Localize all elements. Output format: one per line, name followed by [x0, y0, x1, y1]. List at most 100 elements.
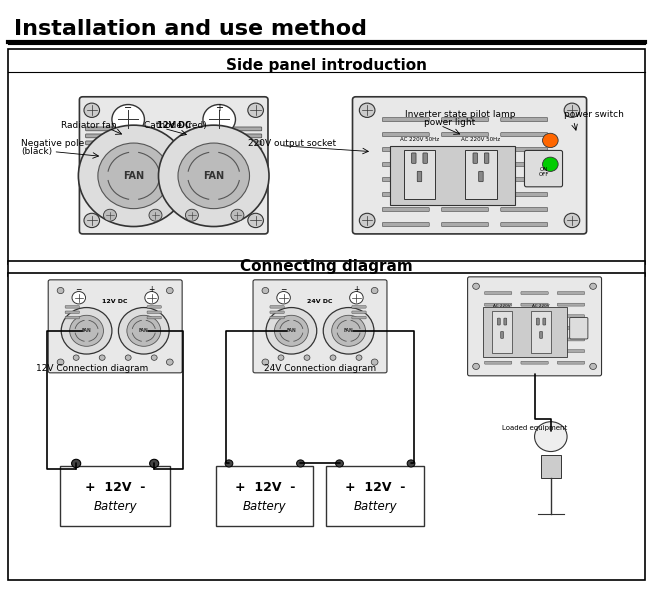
FancyBboxPatch shape — [353, 97, 586, 234]
Circle shape — [125, 355, 131, 361]
Circle shape — [535, 422, 567, 452]
FancyBboxPatch shape — [521, 303, 549, 306]
Circle shape — [78, 125, 189, 226]
Circle shape — [72, 459, 81, 468]
Circle shape — [296, 460, 304, 467]
Circle shape — [185, 209, 199, 221]
Text: FAN: FAN — [123, 171, 144, 181]
Text: +  12V  -: + 12V - — [85, 481, 146, 494]
FancyBboxPatch shape — [383, 222, 429, 226]
Circle shape — [359, 213, 375, 228]
FancyBboxPatch shape — [521, 361, 549, 364]
Text: Installation and use method: Installation and use method — [14, 19, 368, 40]
FancyBboxPatch shape — [501, 162, 548, 167]
FancyBboxPatch shape — [485, 153, 489, 164]
Circle shape — [57, 359, 64, 365]
Text: power switch: power switch — [564, 110, 624, 119]
Circle shape — [277, 292, 291, 304]
Circle shape — [178, 143, 249, 208]
Circle shape — [231, 209, 244, 221]
Circle shape — [203, 105, 236, 134]
Circle shape — [262, 288, 269, 294]
FancyBboxPatch shape — [441, 192, 488, 196]
FancyBboxPatch shape — [441, 132, 488, 137]
FancyBboxPatch shape — [383, 177, 429, 181]
FancyBboxPatch shape — [404, 150, 436, 199]
FancyBboxPatch shape — [383, 192, 429, 196]
Circle shape — [127, 315, 161, 346]
FancyBboxPatch shape — [383, 132, 429, 137]
Text: AC 220V 50Hz: AC 220V 50Hz — [400, 137, 439, 141]
Text: +: + — [353, 285, 360, 294]
Circle shape — [103, 209, 116, 221]
Text: FAN: FAN — [82, 328, 91, 333]
Circle shape — [118, 307, 169, 354]
FancyBboxPatch shape — [521, 338, 549, 341]
Circle shape — [70, 315, 103, 346]
FancyBboxPatch shape — [352, 316, 366, 319]
FancyBboxPatch shape — [270, 316, 284, 319]
Circle shape — [84, 213, 99, 228]
FancyBboxPatch shape — [557, 315, 584, 317]
Circle shape — [372, 288, 378, 294]
FancyBboxPatch shape — [216, 467, 313, 526]
Circle shape — [248, 213, 263, 228]
FancyBboxPatch shape — [383, 117, 429, 122]
FancyBboxPatch shape — [521, 350, 549, 353]
FancyBboxPatch shape — [86, 134, 114, 138]
Circle shape — [225, 460, 233, 467]
FancyBboxPatch shape — [86, 127, 114, 131]
Circle shape — [73, 355, 79, 361]
FancyBboxPatch shape — [390, 146, 515, 205]
Text: AC 220V: AC 220V — [493, 304, 511, 308]
FancyBboxPatch shape — [441, 177, 488, 181]
FancyBboxPatch shape — [147, 311, 161, 313]
FancyBboxPatch shape — [383, 207, 429, 211]
FancyBboxPatch shape — [557, 350, 584, 353]
Circle shape — [564, 213, 580, 228]
FancyBboxPatch shape — [86, 148, 114, 152]
FancyBboxPatch shape — [441, 207, 488, 211]
Text: −: − — [124, 102, 133, 113]
Text: Connecting diagram: Connecting diagram — [240, 259, 413, 274]
FancyBboxPatch shape — [479, 171, 483, 181]
FancyBboxPatch shape — [441, 162, 488, 167]
FancyBboxPatch shape — [557, 338, 584, 341]
FancyBboxPatch shape — [521, 292, 549, 295]
FancyBboxPatch shape — [501, 177, 548, 181]
FancyBboxPatch shape — [468, 277, 601, 376]
FancyBboxPatch shape — [270, 305, 284, 308]
Circle shape — [372, 359, 378, 365]
Text: −: − — [76, 285, 82, 294]
Text: FAN: FAN — [203, 171, 225, 181]
FancyBboxPatch shape — [60, 467, 170, 526]
FancyBboxPatch shape — [441, 222, 488, 226]
FancyBboxPatch shape — [521, 315, 549, 317]
Text: 12V DC: 12V DC — [103, 299, 128, 304]
Text: +: + — [215, 102, 223, 113]
FancyBboxPatch shape — [485, 350, 512, 353]
FancyBboxPatch shape — [485, 303, 512, 306]
Text: Loaded equipment: Loaded equipment — [502, 425, 567, 431]
FancyBboxPatch shape — [569, 317, 588, 339]
FancyBboxPatch shape — [485, 292, 512, 295]
FancyBboxPatch shape — [233, 134, 262, 138]
FancyBboxPatch shape — [233, 127, 262, 131]
FancyBboxPatch shape — [441, 147, 488, 152]
Circle shape — [149, 209, 162, 221]
Circle shape — [84, 103, 99, 117]
Text: −: − — [280, 285, 287, 294]
FancyBboxPatch shape — [147, 316, 161, 319]
FancyBboxPatch shape — [352, 305, 366, 308]
FancyBboxPatch shape — [8, 273, 645, 580]
Circle shape — [57, 288, 64, 294]
FancyBboxPatch shape — [501, 222, 548, 226]
FancyBboxPatch shape — [65, 316, 80, 319]
Circle shape — [99, 355, 105, 361]
Text: Battery: Battery — [243, 501, 287, 513]
FancyBboxPatch shape — [531, 311, 552, 353]
Text: +  12V  -: + 12V - — [345, 481, 406, 494]
Text: FAN: FAN — [139, 328, 149, 333]
FancyBboxPatch shape — [504, 318, 507, 325]
FancyBboxPatch shape — [147, 305, 161, 308]
